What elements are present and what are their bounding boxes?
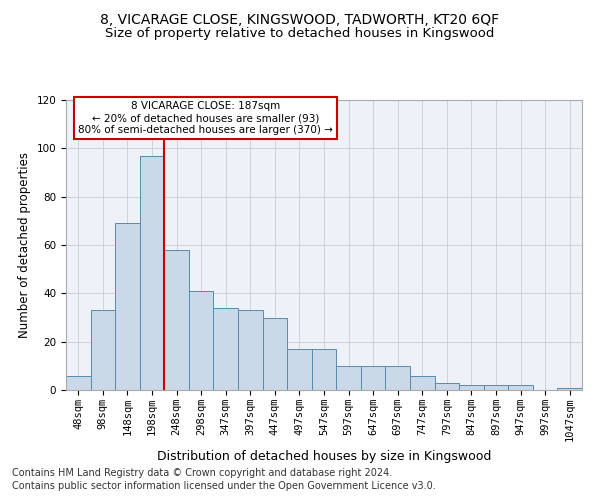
- Bar: [238, 310, 263, 390]
- Text: 8 VICARAGE CLOSE: 187sqm
← 20% of detached houses are smaller (93)
80% of semi-d: 8 VICARAGE CLOSE: 187sqm ← 20% of detach…: [78, 102, 333, 134]
- Bar: [434, 383, 459, 390]
- Bar: [312, 349, 336, 390]
- Y-axis label: Number of detached properties: Number of detached properties: [18, 152, 31, 338]
- Bar: [508, 385, 533, 390]
- Text: Contains HM Land Registry data © Crown copyright and database right 2024.: Contains HM Land Registry data © Crown c…: [12, 468, 392, 477]
- Bar: [361, 366, 385, 390]
- Text: 8, VICARAGE CLOSE, KINGSWOOD, TADWORTH, KT20 6QF: 8, VICARAGE CLOSE, KINGSWOOD, TADWORTH, …: [100, 12, 500, 26]
- Bar: [140, 156, 164, 390]
- Bar: [189, 291, 214, 390]
- Bar: [164, 250, 189, 390]
- Bar: [287, 349, 312, 390]
- Bar: [459, 385, 484, 390]
- Bar: [263, 318, 287, 390]
- Text: Size of property relative to detached houses in Kingswood: Size of property relative to detached ho…: [106, 28, 494, 40]
- X-axis label: Distribution of detached houses by size in Kingswood: Distribution of detached houses by size …: [157, 450, 491, 462]
- Bar: [91, 310, 115, 390]
- Bar: [115, 223, 140, 390]
- Bar: [484, 385, 508, 390]
- Bar: [557, 388, 582, 390]
- Bar: [385, 366, 410, 390]
- Bar: [410, 376, 434, 390]
- Bar: [66, 376, 91, 390]
- Bar: [336, 366, 361, 390]
- Text: Contains public sector information licensed under the Open Government Licence v3: Contains public sector information licen…: [12, 481, 436, 491]
- Bar: [214, 308, 238, 390]
